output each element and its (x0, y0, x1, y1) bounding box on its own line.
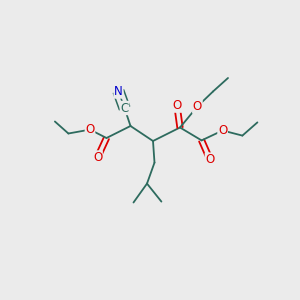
Text: O: O (193, 100, 202, 113)
Text: C: C (120, 101, 129, 115)
Text: N: N (114, 85, 123, 98)
Text: O: O (93, 151, 102, 164)
Text: O: O (85, 123, 94, 136)
Text: O: O (218, 124, 227, 137)
Text: O: O (172, 99, 182, 112)
Text: O: O (206, 153, 214, 166)
